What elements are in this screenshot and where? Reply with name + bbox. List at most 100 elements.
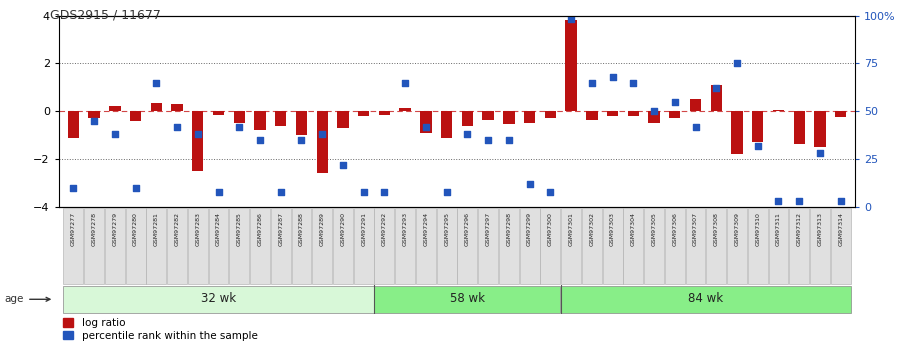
- Point: [668, 99, 682, 105]
- FancyBboxPatch shape: [603, 208, 623, 284]
- Point: [398, 80, 413, 85]
- Point: [522, 181, 537, 187]
- Text: age: age: [5, 294, 24, 304]
- Point: [792, 198, 806, 204]
- Bar: [731, 111, 743, 154]
- Text: GSM97279: GSM97279: [112, 211, 118, 246]
- Point: [66, 185, 81, 190]
- Bar: [648, 111, 660, 123]
- Bar: [89, 111, 100, 118]
- Point: [709, 86, 723, 91]
- FancyBboxPatch shape: [291, 208, 311, 284]
- Bar: [192, 111, 204, 171]
- FancyBboxPatch shape: [208, 208, 228, 284]
- Point: [149, 80, 164, 85]
- Text: GSM97293: GSM97293: [403, 211, 407, 246]
- Point: [315, 131, 329, 137]
- FancyBboxPatch shape: [63, 286, 374, 313]
- Text: GSM97282: GSM97282: [175, 211, 179, 246]
- Bar: [254, 111, 266, 130]
- Text: GSM97278: GSM97278: [91, 211, 97, 246]
- FancyBboxPatch shape: [810, 208, 830, 284]
- Point: [689, 124, 703, 129]
- FancyBboxPatch shape: [519, 208, 539, 284]
- Point: [87, 118, 101, 124]
- Bar: [420, 111, 432, 133]
- Point: [129, 185, 143, 190]
- Bar: [275, 111, 287, 126]
- Point: [357, 189, 371, 195]
- Text: GSM97285: GSM97285: [237, 211, 242, 246]
- Text: GSM97298: GSM97298: [507, 211, 511, 246]
- Point: [626, 80, 641, 85]
- Text: GSM97283: GSM97283: [195, 211, 200, 246]
- Text: 84 wk: 84 wk: [689, 292, 723, 305]
- Point: [440, 189, 454, 195]
- FancyBboxPatch shape: [437, 208, 457, 284]
- FancyBboxPatch shape: [644, 208, 664, 284]
- Bar: [399, 108, 411, 111]
- Bar: [710, 85, 722, 111]
- Text: GSM97306: GSM97306: [672, 211, 677, 246]
- Bar: [441, 111, 452, 138]
- FancyBboxPatch shape: [333, 208, 353, 284]
- Bar: [68, 111, 79, 138]
- Bar: [296, 111, 307, 135]
- Point: [481, 137, 495, 143]
- Text: GSM97296: GSM97296: [465, 211, 470, 246]
- Text: GSM97302: GSM97302: [589, 211, 595, 246]
- Bar: [110, 107, 120, 111]
- FancyBboxPatch shape: [167, 208, 187, 284]
- FancyBboxPatch shape: [416, 208, 436, 284]
- Point: [750, 143, 765, 148]
- Text: 58 wk: 58 wk: [450, 292, 485, 305]
- Bar: [233, 111, 245, 123]
- FancyBboxPatch shape: [582, 208, 602, 284]
- FancyBboxPatch shape: [84, 208, 104, 284]
- FancyBboxPatch shape: [748, 208, 767, 284]
- Text: GSM97286: GSM97286: [258, 211, 262, 246]
- Point: [252, 137, 267, 143]
- Text: GSM97307: GSM97307: [693, 211, 698, 246]
- Text: GSM97300: GSM97300: [548, 211, 553, 246]
- Bar: [462, 111, 473, 126]
- Bar: [814, 111, 825, 147]
- FancyBboxPatch shape: [312, 208, 332, 284]
- Text: GSM97297: GSM97297: [486, 211, 491, 246]
- FancyBboxPatch shape: [354, 208, 374, 284]
- Text: GSM97313: GSM97313: [817, 211, 823, 246]
- Bar: [586, 111, 597, 120]
- Text: GSM97292: GSM97292: [382, 211, 387, 246]
- FancyBboxPatch shape: [561, 208, 581, 284]
- FancyBboxPatch shape: [271, 208, 291, 284]
- Point: [419, 124, 433, 129]
- FancyBboxPatch shape: [375, 208, 395, 284]
- FancyBboxPatch shape: [126, 208, 146, 284]
- Text: GSM97295: GSM97295: [444, 211, 449, 246]
- Bar: [482, 111, 494, 120]
- FancyBboxPatch shape: [499, 208, 519, 284]
- FancyBboxPatch shape: [831, 208, 851, 284]
- Point: [543, 189, 557, 195]
- Text: GSM97304: GSM97304: [631, 211, 636, 246]
- Point: [294, 137, 309, 143]
- Point: [191, 131, 205, 137]
- Bar: [627, 111, 639, 116]
- Point: [460, 131, 474, 137]
- Text: GSM97309: GSM97309: [735, 211, 739, 246]
- Point: [232, 124, 246, 129]
- FancyBboxPatch shape: [395, 208, 415, 284]
- Text: GSM97294: GSM97294: [424, 211, 428, 246]
- Point: [170, 124, 185, 129]
- Text: 32 wk: 32 wk: [201, 292, 236, 305]
- Bar: [752, 111, 764, 142]
- Text: GSM97289: GSM97289: [319, 211, 325, 246]
- Point: [336, 162, 350, 168]
- Bar: [150, 103, 162, 111]
- Point: [377, 189, 392, 195]
- Text: GSM97277: GSM97277: [71, 211, 76, 246]
- Bar: [378, 111, 390, 115]
- FancyBboxPatch shape: [375, 286, 560, 313]
- Bar: [794, 111, 805, 144]
- Point: [211, 189, 225, 195]
